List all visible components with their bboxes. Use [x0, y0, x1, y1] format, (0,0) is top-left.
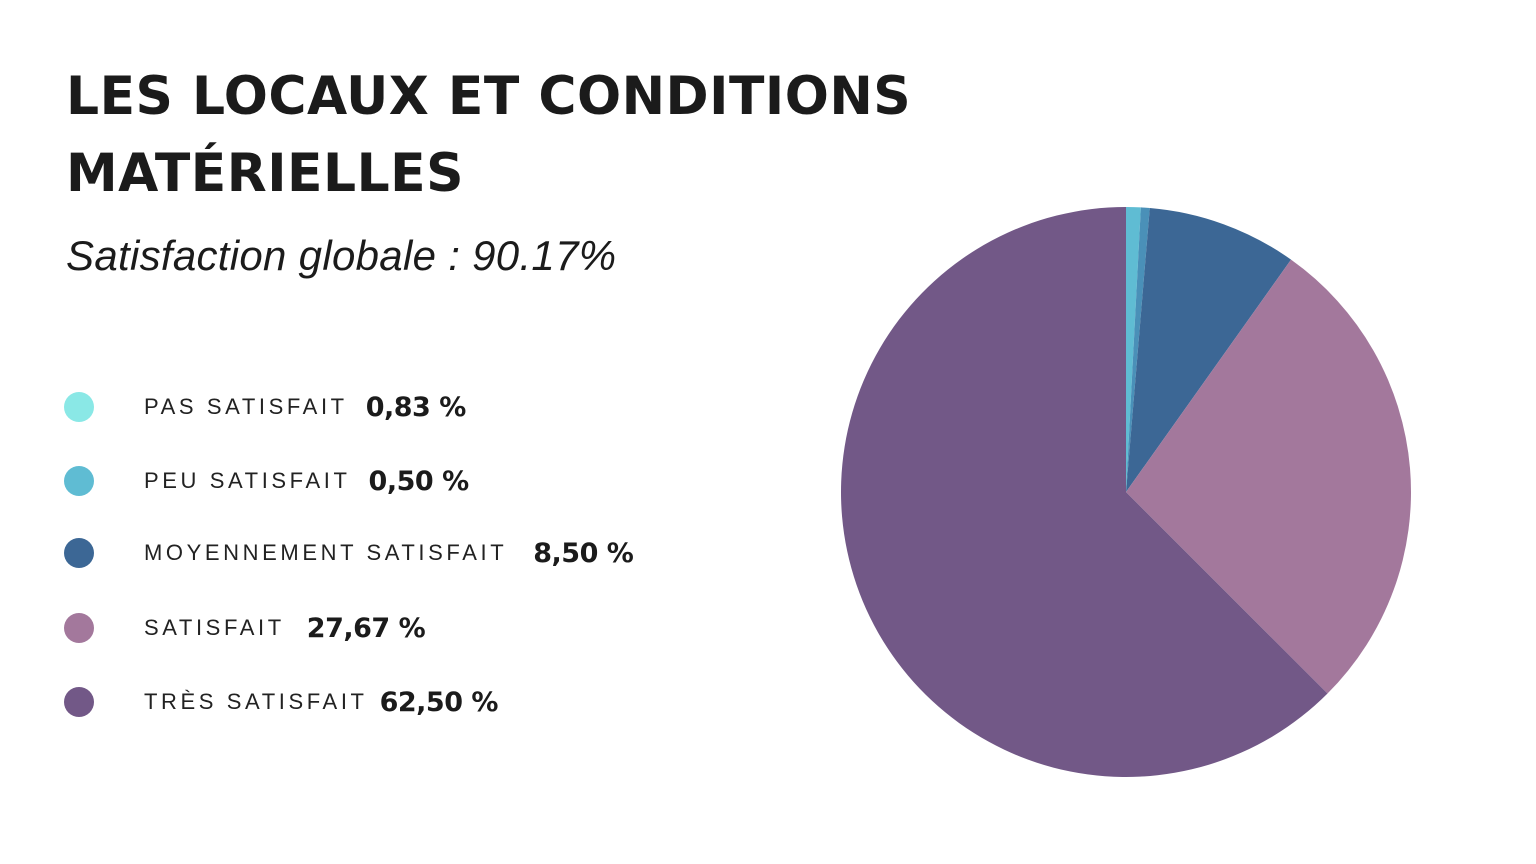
page-title: LES LOCAUX ET CONDITIONS MATÉRIELLES — [66, 66, 912, 204]
legend-dot-icon — [64, 538, 94, 568]
legend-label: TRÈS SATISFAIT — [144, 689, 368, 714]
legend-label: MOYENNEMENT SATISFAIT — [144, 540, 508, 565]
overall-satisfaction: Satisfaction globale : 90.17% — [66, 232, 617, 279]
legend-value: 0,50 % — [368, 465, 470, 497]
pie-slice-moyennement-satisfait — [1126, 207, 1292, 492]
pie-slice-peu-satisfait — [1126, 207, 1150, 493]
legend-dot-icon — [64, 687, 94, 717]
pie-slice-satisfait — [1126, 259, 1411, 694]
pie-slices — [841, 207, 1411, 777]
legend-item-moyennement-satisfait: MOYENNEMENT SATISFAIT 8,50 % — [64, 535, 634, 571]
legend: PAS SATISFAIT 0,83 % PEU SATISFAIT 0,50 … — [0, 0, 760, 864]
legend-value: 0,83 % — [365, 391, 467, 423]
legend-dot-icon — [64, 392, 94, 422]
legend-item-pas-satisfait: PAS SATISFAIT 0,83 % — [64, 389, 466, 425]
legend-label: PEU SATISFAIT — [144, 468, 351, 493]
legend-item-satisfait: SATISFAIT 27,67 % — [64, 610, 426, 646]
legend-dot-icon — [64, 613, 94, 643]
legend-value: 8,50 % — [533, 537, 634, 569]
pie-slice-pas-satisfait — [1126, 207, 1141, 492]
legend-dot-icon — [64, 466, 94, 496]
pie-slice-tres-satisfait — [841, 207, 1328, 777]
legend-label: PAS SATISFAIT — [144, 394, 348, 419]
legend-value: 27,67 % — [306, 612, 426, 644]
legend-item-tres-satisfait: TRÈS SATISFAIT 62,50 % — [64, 684, 498, 720]
legend-value: 62,50 % — [379, 686, 499, 718]
legend-item-peu-satisfait: PEU SATISFAIT 0,50 % — [64, 463, 469, 499]
legend-label: SATISFAIT — [144, 615, 285, 640]
